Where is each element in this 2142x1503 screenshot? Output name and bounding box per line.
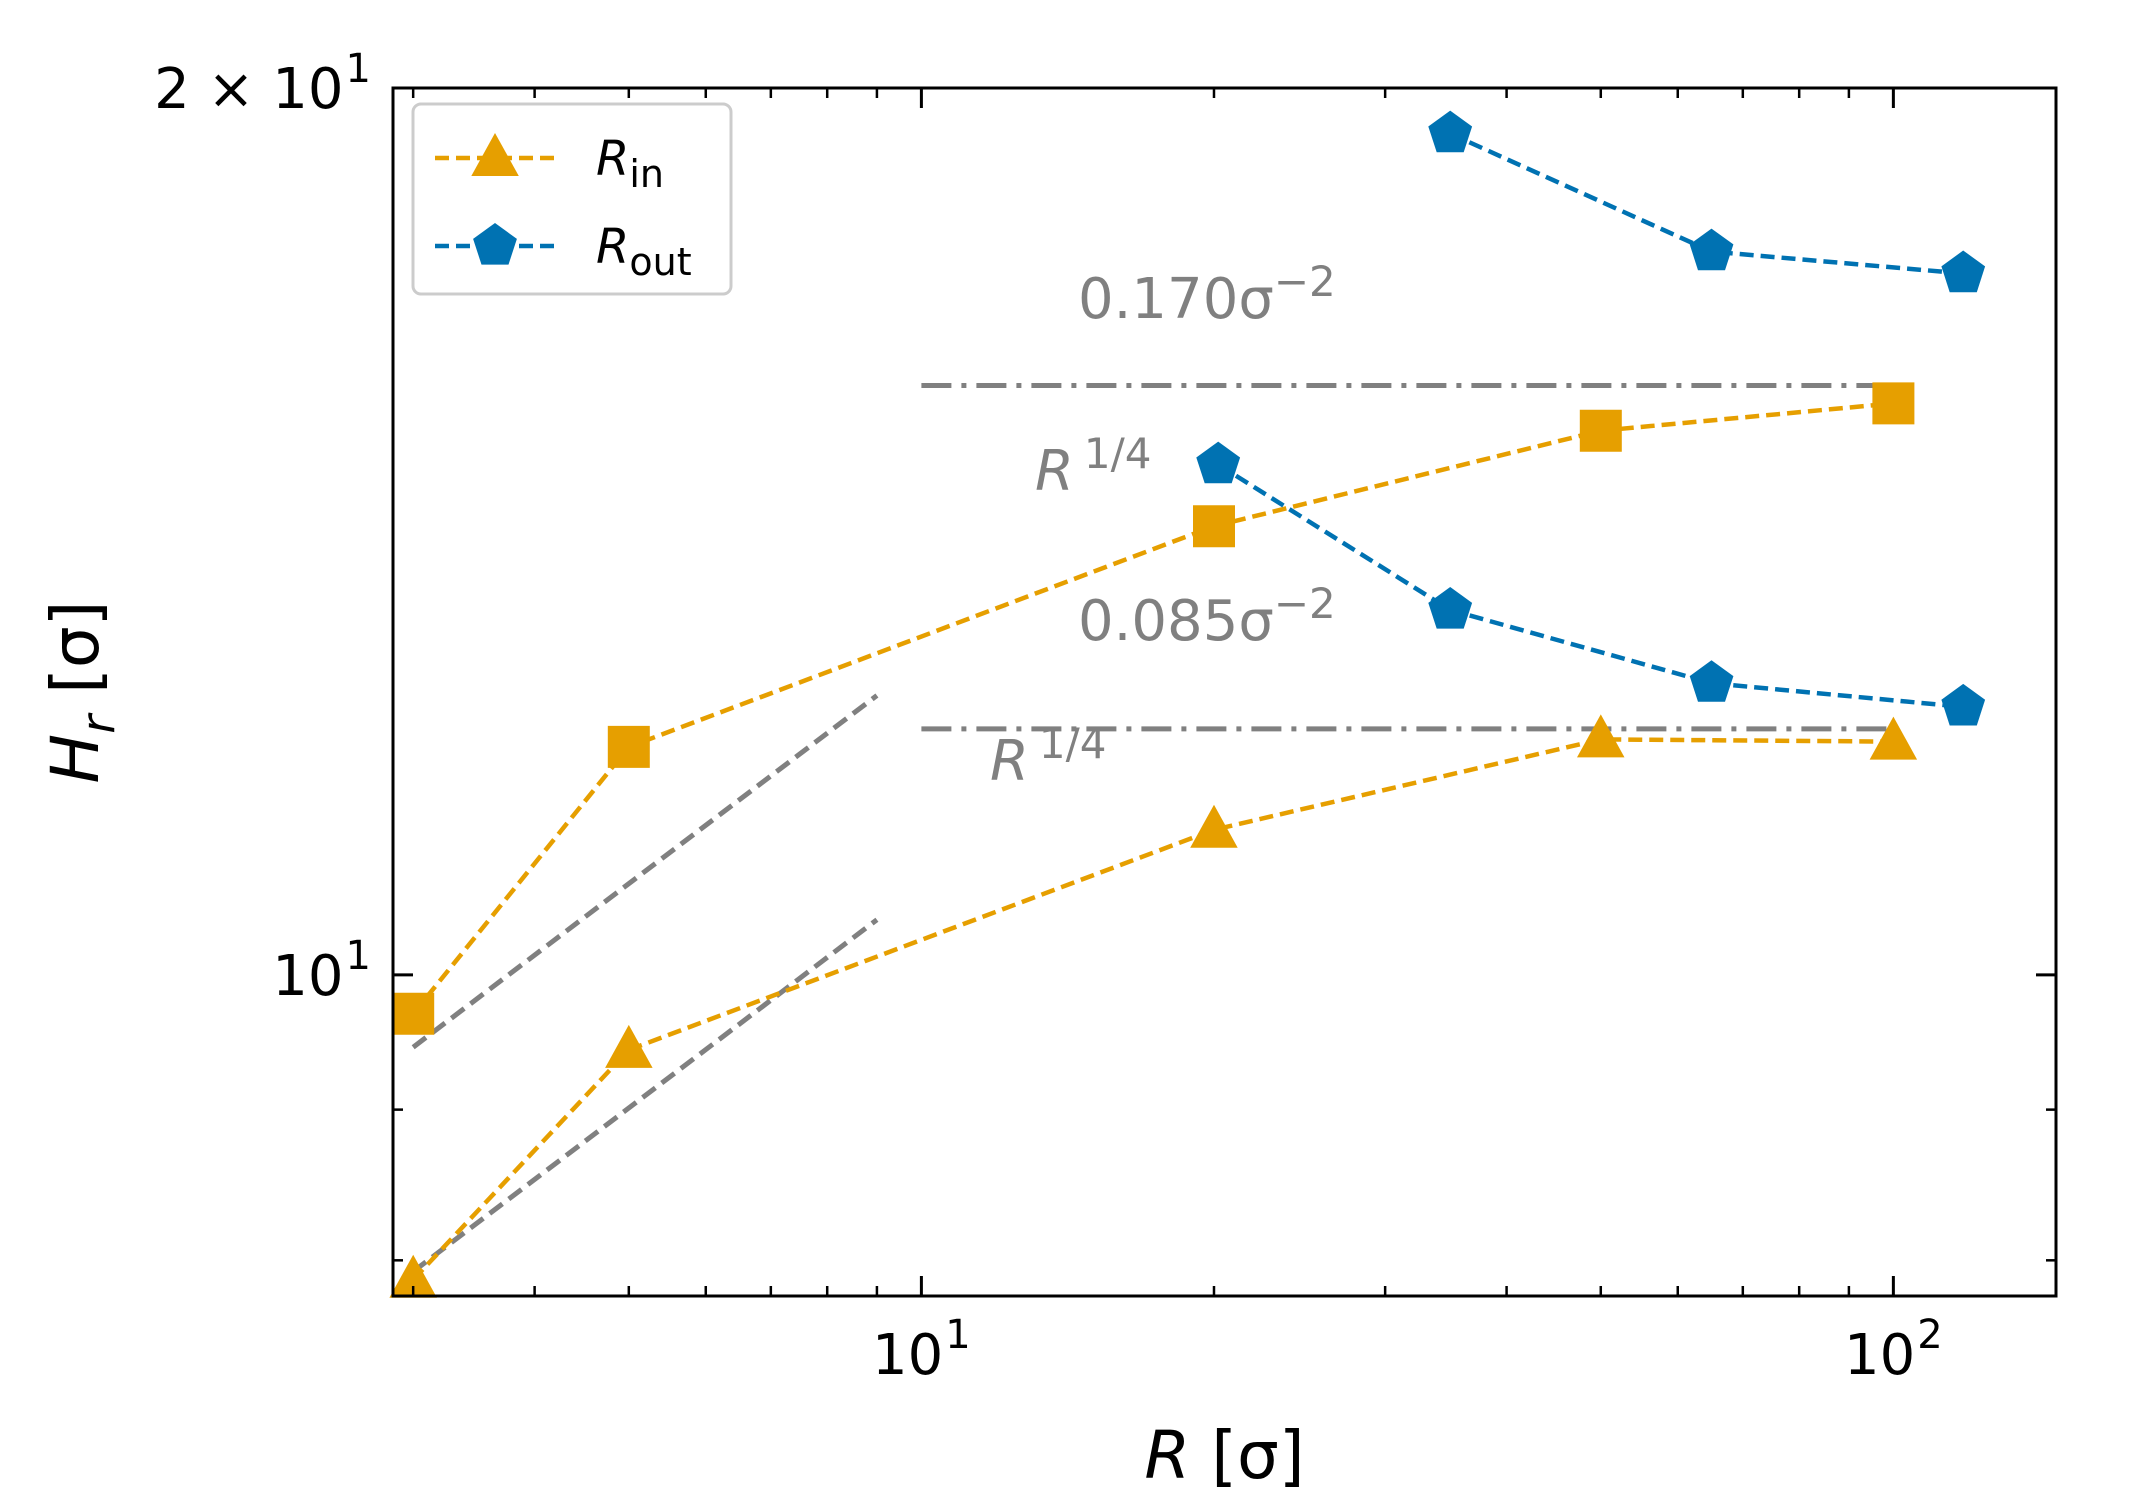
data-point-in_square <box>1579 409 1622 452</box>
data-point-in_triangle <box>389 1254 437 1298</box>
data-point-in_square <box>607 725 650 768</box>
y-axis-title: Hr [σ] <box>37 601 125 784</box>
data-point-out_lower <box>1428 587 1473 629</box>
data-point-in_triangle <box>1869 716 1918 760</box>
data-point-out_upper <box>1689 228 1734 271</box>
data-point-in_square <box>1193 505 1235 548</box>
plot-frame <box>391 86 2058 1298</box>
data-series <box>389 110 1986 1298</box>
data-point-in_square <box>392 992 435 1035</box>
legend: Rin Rout <box>411 102 733 296</box>
data-point-out_lower <box>1941 683 1986 726</box>
data-point-in_triangle <box>1577 714 1625 758</box>
x-tick-label: 102 <box>1844 1312 1943 1388</box>
legend-label: Rout <box>596 219 692 284</box>
data-point-out_upper <box>1941 250 1986 293</box>
legend-label: Rin <box>596 131 664 196</box>
data-point-in_triangle <box>1190 804 1238 848</box>
x-tick-label: 101 <box>872 1312 971 1388</box>
limit-label: 0.085σ−2 <box>1078 579 1336 654</box>
data-point-out_lower <box>1196 441 1241 484</box>
guide-line-powerlaw <box>411 693 879 1050</box>
data-point-in_square <box>1872 382 1915 425</box>
limit-label: 0.170σ−2 <box>1078 257 1336 332</box>
y-tick-label: 2 × 101 <box>154 46 371 122</box>
guide-lines <box>411 383 1894 1274</box>
annotations: R 1/4 R 1/4 0.170σ−2 0.085σ−2 <box>990 257 1336 794</box>
y-tick-label: 101 <box>272 933 371 1009</box>
powerlaw-label: R 1/4 <box>1035 429 1152 504</box>
series-line-in_triangle <box>411 737 1894 1282</box>
data-point-out_lower <box>1689 660 1734 702</box>
axes: 101 102 101 2 × 101 R [σ] Hr [σ] <box>37 46 2058 1494</box>
x-axis-title: R [σ] <box>1144 1417 1304 1494</box>
data-point-out_upper <box>1428 110 1473 153</box>
legend-marker <box>471 133 519 176</box>
data-point-in_triangle <box>605 1024 653 1068</box>
powerlaw-label: R 1/4 <box>990 719 1107 794</box>
guide-line-powerlaw <box>411 917 879 1274</box>
series-line-in_square <box>411 401 1894 1016</box>
series-line-out_lower <box>1217 462 1964 710</box>
legend-marker <box>473 223 517 265</box>
